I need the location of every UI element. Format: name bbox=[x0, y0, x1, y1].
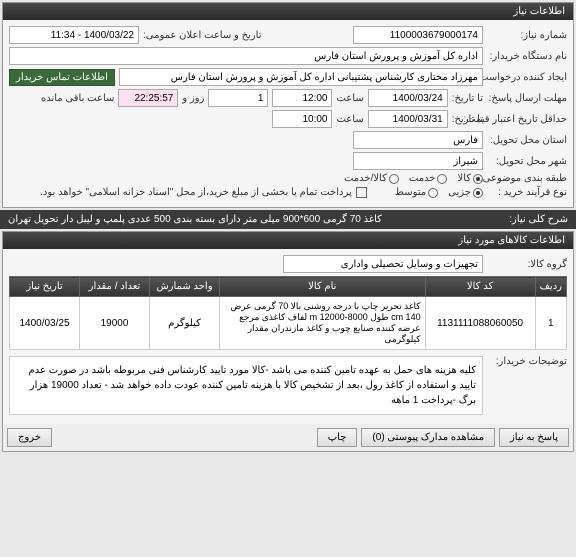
cell-date: 1400/03/25 bbox=[10, 297, 80, 350]
radio-goods[interactable]: کالا bbox=[457, 173, 483, 184]
treasury-checkbox[interactable] bbox=[356, 187, 367, 198]
countdown-field: 22:25:57 bbox=[118, 89, 178, 107]
buyer-org-field: اداره کل آموزش و پرورش استان فارس bbox=[9, 47, 483, 65]
creator-label: ایجاد کننده درخواست: bbox=[487, 72, 567, 83]
radio-medium-label: متوسط bbox=[395, 187, 426, 198]
desc-label: شرح کلی نیاز: bbox=[509, 214, 568, 225]
radio-medium[interactable]: متوسط bbox=[395, 187, 438, 198]
need-number-label: شماره نیاز: bbox=[487, 30, 567, 41]
treasury-label: پرداخت تمام یا بخشی از مبلغ خرید،از محل … bbox=[40, 187, 352, 198]
radio-small-label: جزیی bbox=[448, 187, 471, 198]
radio-dot-icon bbox=[437, 174, 447, 184]
purchase-radio-group: جزیی متوسط bbox=[395, 187, 483, 198]
city-field: شیراز bbox=[353, 152, 483, 170]
group-field: تجهیزات و وسایل تحصیلی واداری bbox=[283, 255, 483, 273]
panel1-header: اطلاعات نیاز bbox=[3, 3, 573, 20]
radio-service[interactable]: خدمت bbox=[409, 173, 448, 184]
deadline-until-label: تا تاریخ: bbox=[452, 93, 483, 104]
province-field: فارس bbox=[353, 131, 483, 149]
need-info-panel: اطلاعات نیاز شماره نیاز: 110000367900017… bbox=[2, 2, 574, 208]
buyer-notes-box: کلیه هزینه های حمل به عهده تامین کننده م… bbox=[9, 356, 483, 415]
need-number-field: 1100003679000174 bbox=[353, 26, 483, 44]
days-field: 1 bbox=[208, 89, 268, 107]
cell-qty: 19000 bbox=[80, 297, 150, 350]
city-label: شهر محل تحویل: bbox=[487, 156, 567, 167]
days-label: روز و bbox=[182, 93, 204, 104]
contact-buyer-button[interactable]: اطلاعات تماس خریدار bbox=[9, 69, 115, 86]
th-idx: ردیف bbox=[535, 277, 566, 297]
th-code: کد کالا bbox=[425, 277, 535, 297]
response-send-label: مهلت ارسال پاسخ: bbox=[487, 93, 567, 104]
goods-table: ردیف کد کالا نام کالا واحد شمارش تعداد /… bbox=[9, 276, 567, 350]
print-button[interactable]: چاپ bbox=[317, 428, 358, 447]
panel2-header: اطلاعات کالاهای مورد نیاز bbox=[3, 232, 573, 249]
cell-code: 1131111088060050 bbox=[425, 297, 535, 350]
category-radio-group: کالا خدمت کالا/خدمت bbox=[344, 173, 483, 184]
table-row[interactable]: 1 1131111088060050 کاغذ تحریر چاپ با درج… bbox=[10, 297, 567, 350]
description-strip: شرح کلی نیاز: کاغذ 70 گرمی 600*900 میلی … bbox=[0, 210, 576, 229]
th-name: نام کالا bbox=[220, 277, 426, 297]
radio-dot-icon bbox=[389, 174, 399, 184]
province-label: استان محل تحویل: bbox=[487, 135, 567, 146]
exit-button[interactable]: خروج bbox=[7, 428, 52, 447]
footer-bar: پاسخ به نیاز مشاهده مدارک پیوستی (0) چاپ… bbox=[3, 424, 573, 451]
desc-text: کاغذ 70 گرمی 600*900 میلی متر دارای بسته… bbox=[8, 214, 505, 225]
th-unit: واحد شمارش bbox=[150, 277, 220, 297]
radio-small[interactable]: جزیی bbox=[448, 187, 483, 198]
credit-time-field: 10:00 bbox=[272, 110, 332, 128]
buyer-org-label: نام دستگاه خریدار: bbox=[487, 51, 567, 62]
group-label: گروه کالا: bbox=[487, 259, 567, 270]
radio-goods-label: کالا bbox=[457, 173, 471, 184]
deadline-time-field: 12:00 bbox=[272, 89, 332, 107]
credit-until-label: تا تاریخ: bbox=[452, 114, 483, 125]
cell-unit: کیلوگرم bbox=[150, 297, 220, 350]
category-label: طبقه بندی موضوعی: bbox=[487, 173, 567, 184]
radio-dot-icon bbox=[473, 188, 483, 198]
goods-info-panel: اطلاعات کالاهای مورد نیاز گروه کالا: تجه… bbox=[2, 231, 574, 452]
purchase-type-label: نوع فرآیند خرید : bbox=[487, 187, 567, 198]
th-qty: تعداد / مقدار bbox=[80, 277, 150, 297]
deadline-time-label: ساعت bbox=[336, 93, 363, 104]
deadline-date-field: 1400/03/24 bbox=[368, 89, 448, 107]
announce-label: تاریخ و ساعت اعلان عمومی: bbox=[143, 30, 262, 41]
attachments-button[interactable]: مشاهده مدارک پیوستی (0) bbox=[361, 428, 495, 447]
table-header-row: ردیف کد کالا نام کالا واحد شمارش تعداد /… bbox=[10, 277, 567, 297]
reply-button[interactable]: پاسخ به نیاز bbox=[499, 428, 569, 447]
radio-goods-service[interactable]: کالا/خدمت bbox=[344, 173, 399, 184]
credit-time-label: ساعت bbox=[336, 114, 363, 125]
radio-dot-icon bbox=[473, 174, 483, 184]
cell-name: کاغذ تحریر چاپ با درجه روشنی بالا 70 گرم… bbox=[220, 297, 426, 350]
cell-idx: 1 bbox=[535, 297, 566, 350]
announce-field: 1400/03/22 - 11:34 bbox=[9, 26, 139, 44]
radio-service-label: خدمت bbox=[409, 173, 436, 184]
credit-label: حداقل تاریخ اعتبار قیمت: bbox=[487, 114, 567, 125]
credit-date-field: 1400/03/31 bbox=[368, 110, 448, 128]
countdown-label: ساعت باقی مانده bbox=[41, 93, 114, 104]
creator-field: مهرزاد مختاری کارشناس پشتیبانی اداره کل … bbox=[119, 68, 483, 86]
th-date: تاریخ نیاز bbox=[10, 277, 80, 297]
buyer-notes-label: توضیحات خریدار: bbox=[487, 356, 567, 367]
radio-goods-service-label: کالا/خدمت bbox=[344, 173, 387, 184]
radio-dot-icon bbox=[428, 188, 438, 198]
